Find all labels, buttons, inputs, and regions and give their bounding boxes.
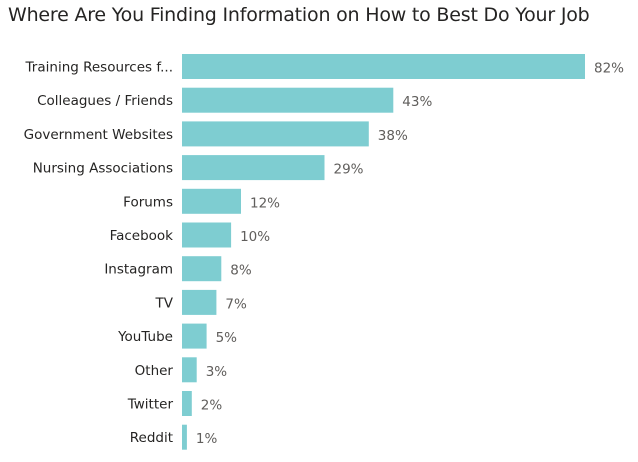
bar-5[interactable] — [182, 222, 232, 248]
category-label-5: Facebook — [110, 228, 174, 244]
value-label-10: 2% — [201, 398, 223, 414]
value-label-5: 10% — [240, 229, 270, 245]
bar-11[interactable] — [182, 424, 187, 450]
bar-7[interactable] — [182, 289, 217, 315]
value-label-4: 12% — [250, 195, 280, 211]
value-label-3: 29% — [334, 162, 364, 178]
value-label-11: 1% — [196, 431, 218, 447]
bar-3[interactable] — [182, 155, 325, 181]
category-label-8: YouTube — [117, 329, 173, 345]
bar-9[interactable] — [182, 357, 197, 383]
bar-8[interactable] — [182, 323, 207, 349]
category-label-11: Reddit — [130, 430, 173, 446]
value-label-6: 8% — [230, 263, 252, 279]
value-label-8: 5% — [216, 330, 238, 346]
category-label-2: Government Websites — [24, 127, 173, 143]
value-label-0: 82% — [594, 61, 624, 77]
category-label-6: Instagram — [104, 262, 173, 278]
value-label-9: 3% — [206, 364, 228, 380]
category-label-1: Colleagues / Friends — [37, 93, 173, 109]
category-label-10: Twitter — [127, 397, 174, 413]
bar-2[interactable] — [182, 121, 369, 147]
bar-6[interactable] — [182, 256, 222, 282]
bar-1[interactable] — [182, 87, 394, 113]
chart-title: Where Are You Finding Information on How… — [8, 4, 590, 26]
category-label-7: TV — [155, 295, 174, 311]
category-label-3: Nursing Associations — [33, 161, 173, 177]
value-label-7: 7% — [225, 296, 247, 312]
category-label-9: Other — [135, 363, 174, 379]
category-label-4: Forums — [123, 194, 173, 210]
bar-0[interactable] — [182, 54, 585, 79]
bar-10[interactable] — [182, 391, 192, 416]
value-label-1: 43% — [402, 94, 432, 110]
bar-4[interactable] — [182, 188, 241, 214]
value-label-2: 38% — [378, 128, 408, 144]
category-label-0: Training Resources f... — [25, 60, 173, 76]
